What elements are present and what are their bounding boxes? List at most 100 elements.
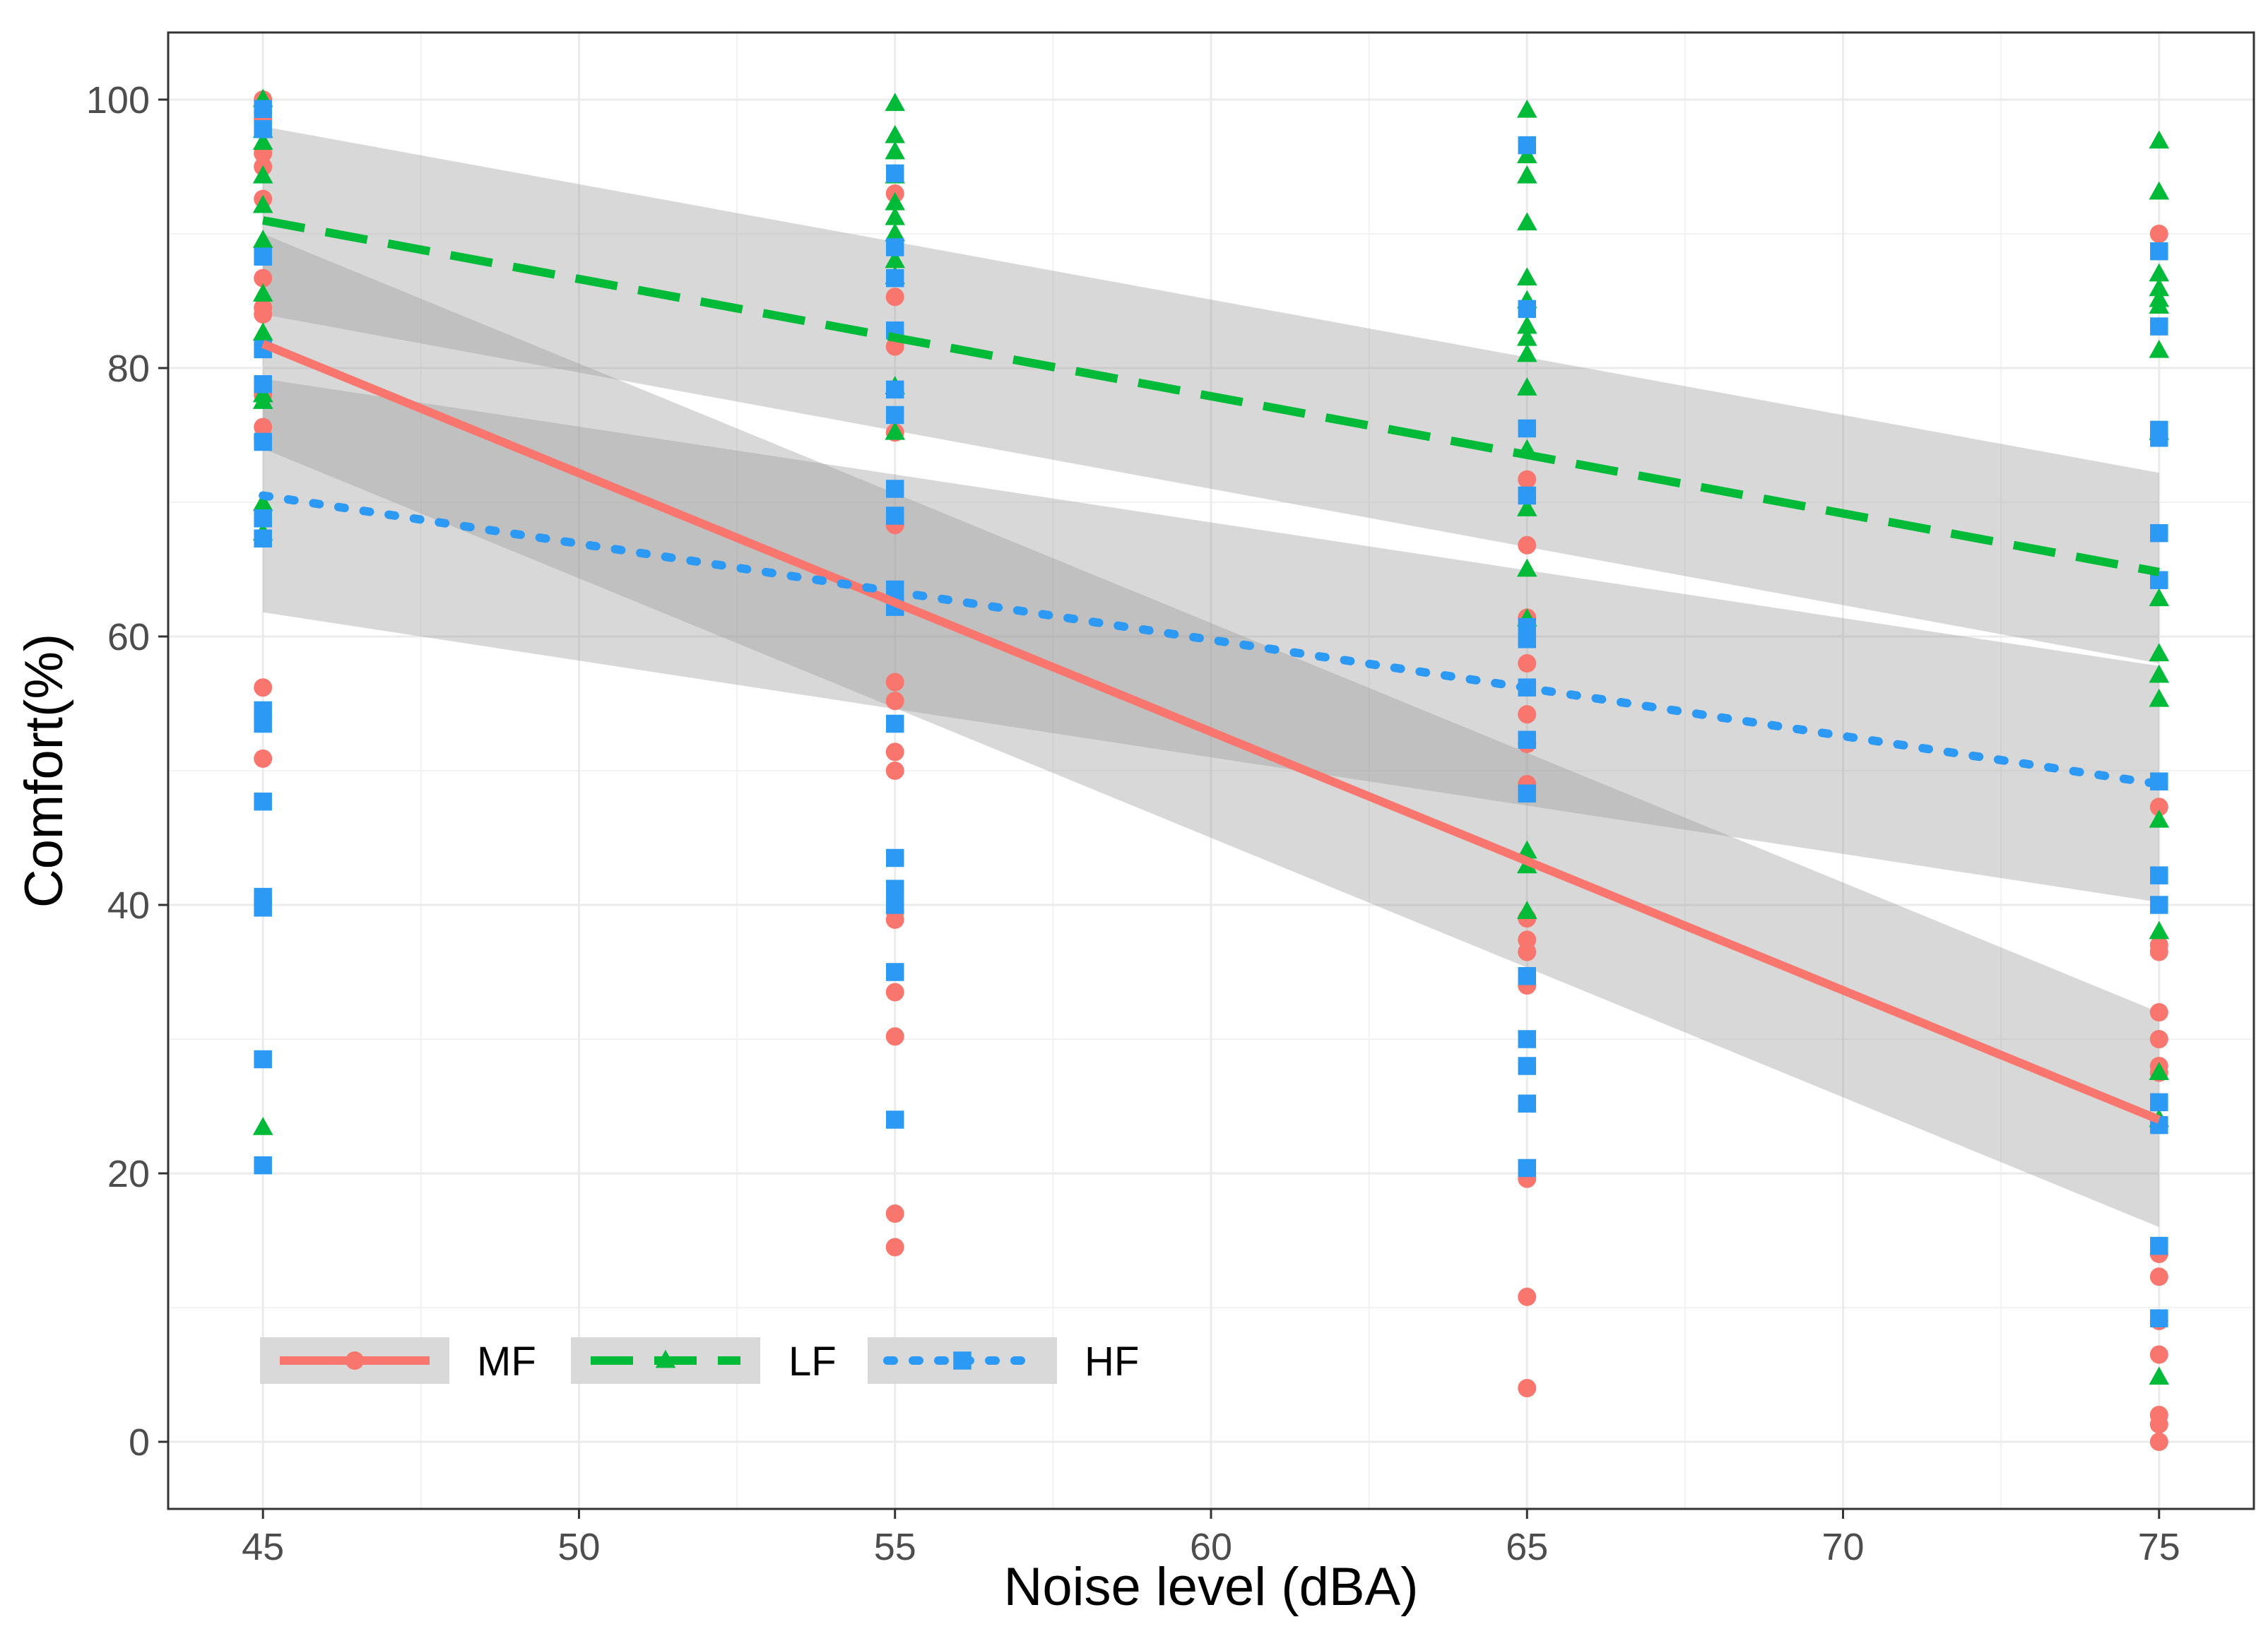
x-tick-label: 65	[1506, 1526, 1548, 1568]
data-point-lf	[885, 141, 906, 160]
data-point-hf	[885, 714, 904, 733]
data-point-lf	[1516, 901, 1537, 919]
data-point-hf	[2150, 866, 2168, 884]
data-point-lf	[2149, 643, 2170, 662]
data-point-hf	[1518, 419, 1537, 438]
data-point-lf	[252, 230, 273, 248]
data-point-hf	[885, 268, 904, 288]
data-point-mf	[2149, 1003, 2168, 1021]
data-point-hf	[885, 507, 904, 525]
data-point-hf	[254, 432, 272, 451]
data-point-lf	[252, 283, 273, 302]
data-point-mf	[885, 910, 904, 929]
data-point-hf	[1518, 784, 1537, 803]
data-point-lf	[252, 194, 273, 213]
data-point-mf	[885, 1238, 904, 1257]
data-point-lf	[1516, 498, 1537, 516]
confidence-band-hf	[263, 379, 2159, 903]
data-point-hf	[885, 963, 904, 981]
fit-line-lf	[262, 216, 2160, 576]
x-tick-label: 60	[1190, 1526, 1232, 1568]
data-point-lf	[885, 93, 906, 112]
data-point-lf	[885, 249, 906, 268]
y-tick-label: 40	[107, 884, 150, 927]
y-tick-label: 60	[107, 616, 150, 658]
data-point-lf	[885, 421, 906, 440]
data-point-lf	[252, 391, 273, 409]
data-point-mf	[885, 762, 904, 780]
data-point-mf	[885, 692, 904, 711]
data-point-hf	[2150, 1309, 2168, 1327]
data-point-hf	[254, 100, 272, 119]
data-point-hf	[254, 1050, 272, 1069]
data-point-hf	[254, 375, 272, 393]
data-point-mf	[2149, 1030, 2168, 1048]
legend-item-hf: HF	[868, 1337, 1139, 1385]
fit-lines	[259, 216, 2163, 1124]
data-point-lf	[2149, 339, 2170, 358]
data-point-lf	[252, 1117, 273, 1135]
data-point-mf	[254, 268, 273, 288]
data-point-hf	[2150, 1236, 2168, 1255]
data-point-hf	[254, 120, 272, 138]
data-point-hf	[2150, 242, 2168, 261]
data-point-mf	[1518, 705, 1537, 724]
data-point-hf	[254, 714, 272, 733]
data-point-hf	[254, 899, 272, 917]
data-point-lf	[1516, 377, 1537, 396]
legend-marker-mf	[345, 1351, 364, 1370]
x-tick-label: 55	[874, 1526, 916, 1568]
data-point-mf	[2149, 798, 2168, 817]
data-point-hf	[885, 164, 904, 183]
data-point-mf	[1518, 1379, 1537, 1397]
data-point-mf	[885, 1027, 904, 1046]
data-point-mf	[2149, 1433, 2168, 1451]
data-point-lf	[252, 165, 273, 184]
data-point-mf	[2149, 1267, 2168, 1286]
data-point-hf	[1518, 300, 1537, 319]
y-tick-label: 0	[129, 1421, 150, 1464]
x-tick-label: 70	[1822, 1526, 1865, 1568]
data-point-mf	[885, 983, 904, 1002]
data-point-hf	[2150, 429, 2168, 447]
data-point-mf	[1518, 654, 1537, 673]
data-point-lf	[252, 131, 273, 150]
x-tick-label: 45	[242, 1526, 284, 1568]
data-point-mf	[885, 673, 904, 692]
data-point-mf	[2149, 942, 2168, 961]
data-point-lf	[1516, 343, 1537, 362]
data-point-hf	[885, 480, 904, 498]
data-point-lf	[1516, 267, 1537, 286]
data-point-hf	[885, 380, 904, 399]
data-point-lf	[2149, 688, 2170, 707]
x-axis-title: Noise level (dBA)	[1003, 1557, 1418, 1617]
data-point-lf	[2149, 588, 2170, 607]
data-point-lf	[2149, 130, 2170, 149]
legend-marker-hf	[953, 1351, 971, 1370]
data-point-mf	[1518, 470, 1537, 489]
data-point-lf	[2149, 263, 2170, 282]
data-point-mf	[885, 1204, 904, 1223]
data-point-lf	[1516, 558, 1537, 577]
data-point-hf	[1518, 966, 1537, 985]
data-point-hf	[885, 1110, 904, 1129]
data-point-hf	[254, 792, 272, 811]
y-tick-label: 80	[107, 348, 150, 390]
data-point-lf	[1516, 315, 1537, 334]
data-point-hf	[885, 238, 904, 256]
data-point-hf	[885, 405, 904, 425]
data-point-mf	[1518, 942, 1537, 961]
data-point-lf	[2149, 664, 2170, 683]
data-points	[252, 88, 2170, 1451]
x-tick-label: 50	[557, 1526, 600, 1568]
data-point-lf	[885, 206, 906, 225]
data-point-hf	[2150, 896, 2168, 914]
data-point-mf	[2149, 1345, 2168, 1364]
data-point-lf	[885, 223, 906, 242]
data-point-hf	[2150, 1093, 2168, 1112]
fit-line-hf	[259, 491, 2163, 788]
data-point-hf	[1518, 730, 1537, 750]
data-point-lf	[252, 492, 273, 511]
data-point-lf	[2149, 920, 2170, 940]
